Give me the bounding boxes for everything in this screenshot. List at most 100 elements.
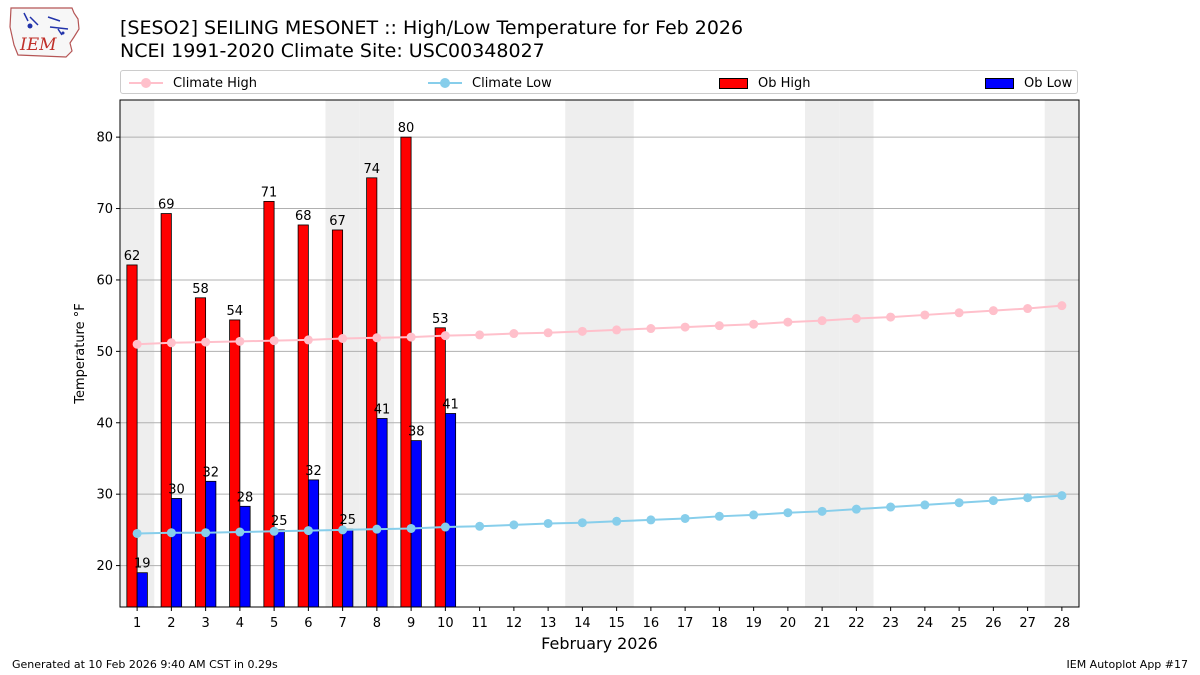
ob-low-label-day-8: 41 [374, 402, 391, 417]
climate-low-point-day-2 [166, 528, 176, 538]
ob-low-label-day-7: 25 [339, 513, 356, 528]
climate-high-point-day-17 [680, 322, 690, 332]
footer-app-id: IEM Autoplot App #17 [1066, 658, 1189, 671]
ob-low-label-day-1: 19 [134, 557, 151, 572]
xtick-label-2: 2 [167, 616, 175, 631]
iem-logo: IEM [8, 5, 82, 59]
climate-high-point-day-18 [714, 321, 724, 331]
chart-subtitle: NCEI 1991-2020 Climate Site: USC00348027 [120, 40, 545, 62]
xtick-label-1: 1 [133, 616, 141, 631]
climate-high-point-day-5 [269, 336, 279, 346]
ob-high-bar-day-1 [126, 264, 138, 607]
ob-low-label-day-3: 32 [202, 465, 219, 480]
climate-high-point-day-28 [1057, 301, 1067, 311]
xtick-label-18: 18 [711, 616, 728, 631]
climate-low-point-day-20 [783, 508, 793, 518]
climate-high-point-day-11 [475, 330, 485, 340]
legend-swatch-climate-low [428, 78, 462, 88]
climate-low-point-day-3 [201, 528, 211, 538]
xtick-label-12: 12 [506, 616, 523, 631]
xtick-label-15: 15 [608, 616, 625, 631]
xtick-label-8: 8 [373, 616, 381, 631]
ob-high-bar-day-6 [297, 224, 309, 607]
ytick-label-40: 40 [96, 416, 113, 431]
ytick-label-70: 70 [96, 202, 113, 217]
legend-swatch-ob-high [719, 77, 748, 89]
climate-low-point-day-22 [851, 504, 861, 514]
logo-text: IEM [19, 35, 57, 55]
ob-high-label-day-6: 68 [295, 209, 312, 224]
ob-low-label-day-6: 32 [305, 464, 322, 479]
climate-high-point-day-16 [646, 324, 656, 334]
climate-low-point-day-18 [714, 511, 724, 521]
xtick-label-11: 11 [471, 616, 488, 631]
y-axis-label: Temperature °F [73, 303, 88, 404]
climate-high-point-day-26 [988, 306, 998, 316]
x-axis-label: February 2026 [541, 634, 658, 653]
climate-high-point-day-15 [612, 325, 622, 335]
xtick-label-6: 6 [304, 616, 312, 631]
climate-low-point-day-4 [235, 527, 245, 537]
climate-low-point-day-19 [749, 510, 759, 520]
climate-low-point-day-12 [509, 520, 519, 530]
climate-high-point-day-24 [920, 310, 930, 320]
ob-low-label-day-2: 30 [168, 482, 185, 497]
climate-low-point-day-27 [1023, 493, 1033, 503]
ob-high-label-day-1: 62 [124, 249, 141, 264]
climate-low-point-day-7 [338, 525, 348, 535]
ob-high-bar-day-8 [366, 177, 378, 607]
climate-low-point-day-21 [817, 506, 827, 516]
xtick-label-9: 9 [407, 616, 415, 631]
climate-low-point-day-6 [303, 526, 313, 536]
ob-low-bar-day-10 [444, 413, 457, 607]
chart-legend: Climate High Climate Low Ob High Ob Low [120, 70, 1078, 94]
xtick-label-10: 10 [437, 616, 454, 631]
weekend-band-day-28 [1044, 100, 1079, 607]
ob-low-bar-day-5 [273, 529, 285, 607]
climate-low-point-day-15 [612, 516, 622, 526]
ob-low-bar-day-8 [376, 418, 388, 607]
legend-swatch-ob-low [985, 77, 1014, 89]
ytick-label-20: 20 [96, 559, 113, 574]
ytick-label-50: 50 [96, 345, 113, 360]
climate-low-point-day-9 [406, 523, 416, 533]
xtick-label-7: 7 [338, 616, 346, 631]
chart-title: [SESO2] SEILING MESONET :: High/Low Temp… [120, 17, 744, 39]
climate-high-point-day-19 [749, 319, 759, 329]
legend-swatch-climate-high [129, 78, 163, 88]
climate-high-point-day-21 [817, 316, 827, 326]
xtick-label-24: 24 [917, 616, 934, 631]
xtick-label-20: 20 [780, 616, 797, 631]
legend-label-ob-low: Ob Low [1024, 75, 1073, 91]
xtick-label-19: 19 [745, 616, 762, 631]
climate-low-point-day-26 [988, 496, 998, 506]
xtick-label-26: 26 [985, 616, 1002, 631]
legend-label-ob-high: Ob High [758, 75, 811, 91]
climate-high-point-day-10 [440, 331, 450, 341]
ob-low-bar-day-3 [205, 480, 217, 607]
xtick-label-17: 17 [677, 616, 694, 631]
climate-high-point-day-27 [1023, 304, 1033, 314]
xtick-label-27: 27 [1019, 616, 1036, 631]
ob-high-bar-day-7 [331, 229, 344, 607]
climate-high-point-day-14 [577, 326, 587, 336]
climate-high-line [137, 304, 1062, 346]
xtick-label-5: 5 [270, 616, 278, 631]
xtick-label-21: 21 [814, 616, 831, 631]
ytick-label-60: 60 [96, 273, 113, 288]
legend-label-climate-low: Climate Low [472, 75, 552, 91]
climate-high-point-day-22 [851, 314, 861, 324]
bars-group [126, 136, 457, 607]
ob-high-bar-day-2 [160, 213, 172, 607]
xtick-label-25: 25 [951, 616, 968, 631]
legend-item-climate-high: Climate High [129, 74, 257, 92]
climate-low-point-day-25 [954, 498, 964, 508]
climate-low-point-day-11 [475, 521, 485, 531]
xtick-label-16: 16 [643, 616, 660, 631]
climate-low-point-day-23 [886, 502, 896, 512]
ob-low-bar-day-1 [136, 572, 148, 607]
xtick-label-13: 13 [540, 616, 557, 631]
ob-high-label-day-3: 58 [192, 282, 209, 297]
ob-high-label-day-5: 71 [261, 185, 278, 200]
